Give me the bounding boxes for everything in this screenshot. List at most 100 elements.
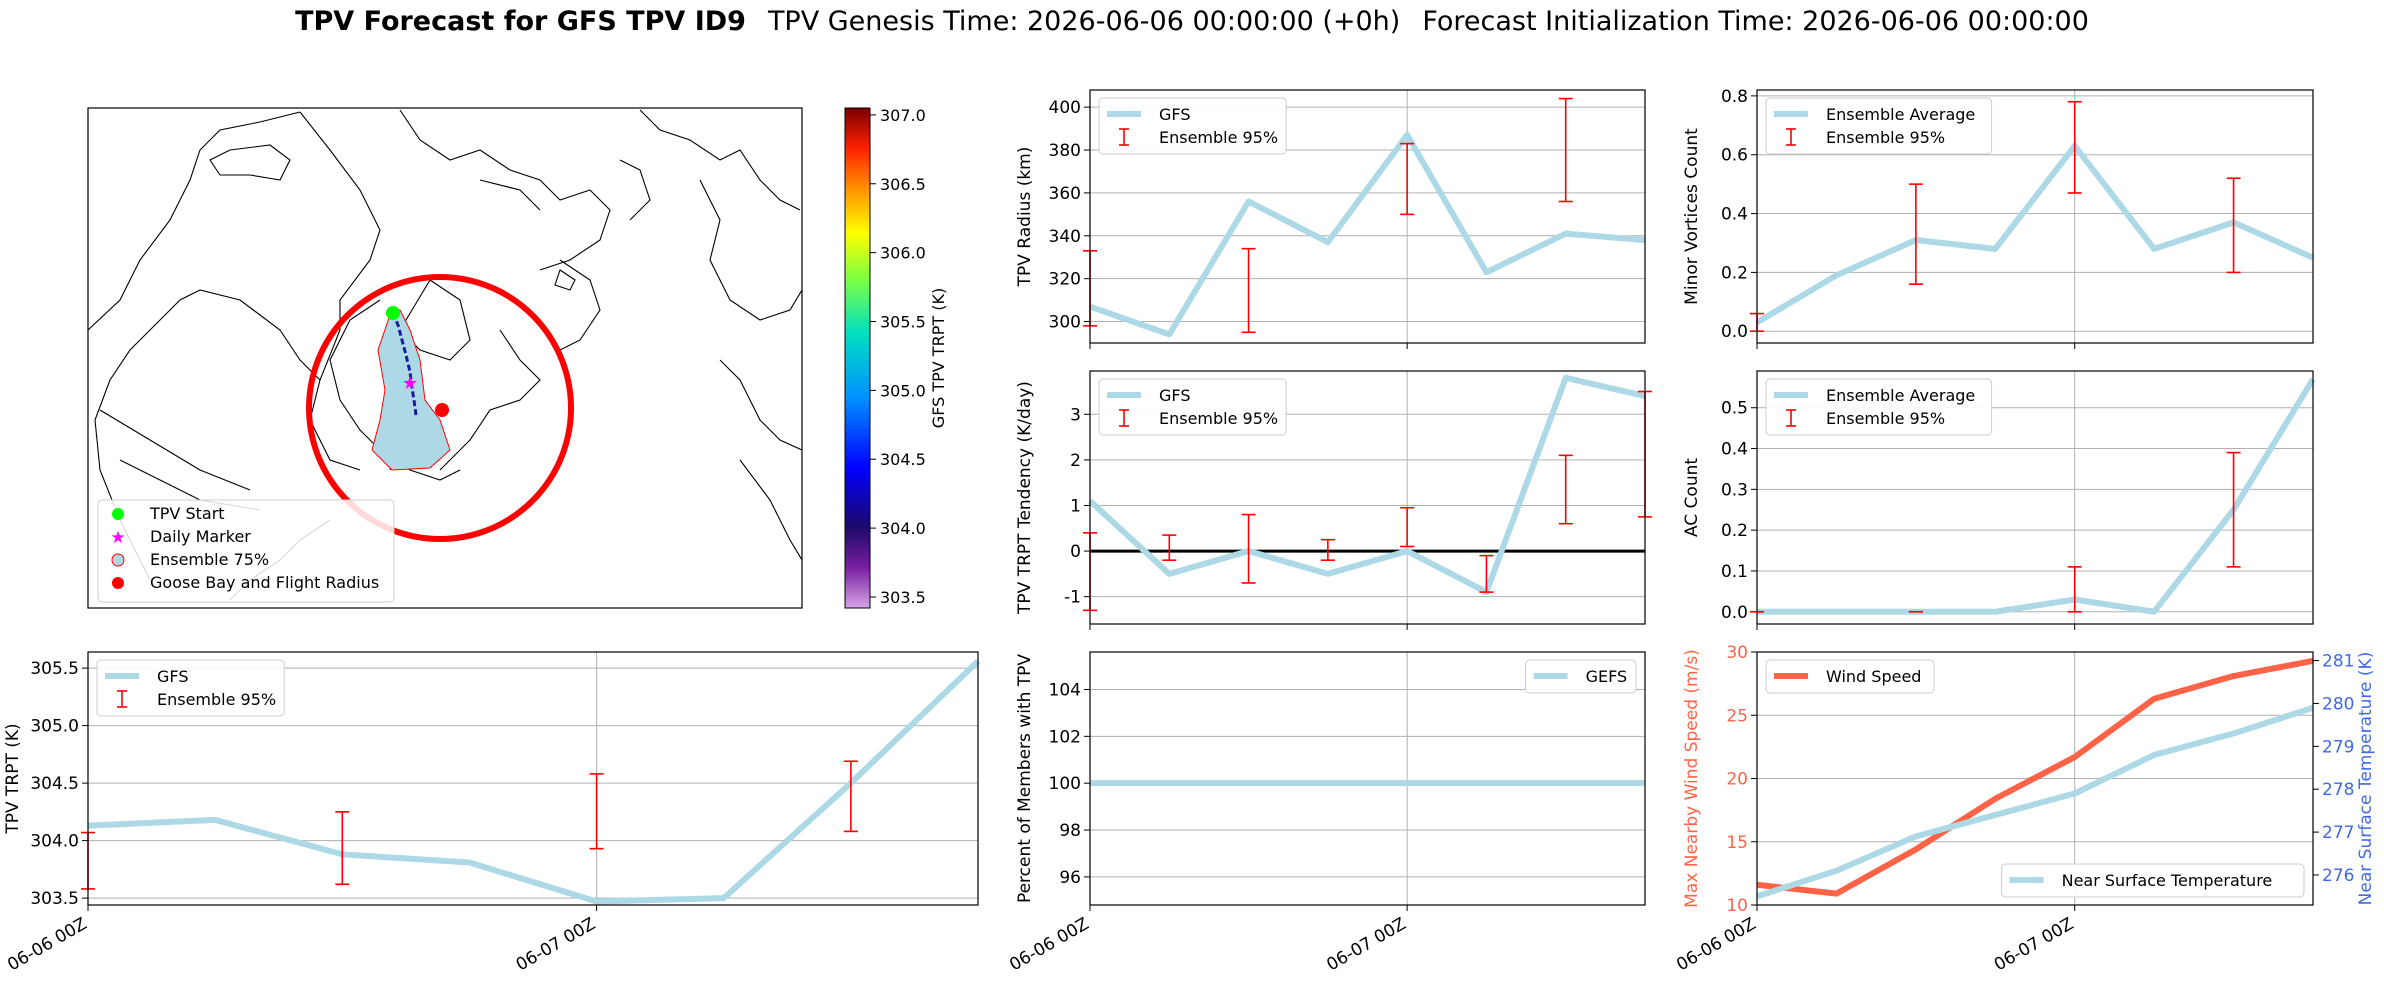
y2-tick-label: 279 [2322, 737, 2354, 757]
legend-label: Ensemble 95% [1826, 409, 1945, 428]
legend: Wind Speed [1765, 659, 1935, 694]
plot-area [1090, 652, 1645, 905]
y2-tick-label: 280 [2322, 694, 2354, 714]
legend-label: Near Surface Temperature [2062, 871, 2273, 890]
y-tick-label: 0.2 [1721, 263, 1748, 283]
x-tick-label: 06-06 00Z [1006, 914, 1092, 975]
chart-minor: 0.0 0.2 0.4 0.6 0.8 Minor Vortices Count Ensem… [1682, 87, 2315, 349]
map-panel: ★ TPV Start ★ Daily Marker Ensemble 75% … [87, 106, 948, 609]
y-tick-label: 0.0 [1721, 603, 1748, 623]
y-tick-label: 0.6 [1721, 146, 1748, 166]
legend-label: Ensemble 95% [157, 690, 276, 709]
legend-ensemble: Ensemble 75% [150, 550, 269, 569]
y-tick-label: 340 [1049, 227, 1081, 247]
goose-bay-marker [435, 403, 449, 417]
y-axis-label: Max Nearby Wind Speed (m/s) [1682, 649, 1702, 908]
title-genesis: TPV Genesis Time: 2026-06-06 00:00:00 (+… [767, 6, 1401, 37]
legend-label: Ensemble 95% [1159, 409, 1278, 428]
x-tick-label: 06-07 00Z [1991, 914, 2077, 975]
legend-label: Ensemble 95% [1826, 128, 1945, 147]
plot-frame [1089, 89, 1646, 344]
y2-tick-label: 276 [2322, 866, 2354, 886]
legend-star-icon: ★ [110, 528, 125, 548]
legend-label: GFS [157, 667, 188, 686]
y-tick-label: 0.3 [1721, 480, 1748, 500]
y-axis-label: Minor Vortices Count [1682, 128, 1702, 305]
title-init: Forecast Initialization Time: 2026-06-06… [1422, 6, 2089, 37]
y-axis-label: TPV TRPT (K) [3, 723, 23, 834]
legend: Near Surface Temperature [2001, 863, 2305, 898]
plot-frame [87, 651, 979, 906]
y-tick-label: 0.4 [1721, 205, 1748, 225]
y2-tick-label: 278 [2322, 780, 2354, 800]
y-axis-label: TPV TRPT Tendency (K/day) [1015, 381, 1035, 615]
y-tick-label: 0.0 [1721, 322, 1748, 342]
chart-tendency: -1 0 1 2 3 TPV TRPT Tendency (K/day) GFS Ensemb… [1015, 370, 1652, 630]
legend-label: Ensemble Average [1826, 105, 1975, 124]
legend-frame [96, 659, 285, 717]
figure-title: TPV Forecast for GFS TPV ID9 TPV Genesis … [0, 6, 2384, 37]
y-tick-label: 300 [1049, 313, 1081, 333]
legend-goosebay: Goose Bay and Flight Radius [150, 573, 379, 592]
chart-wind: 10 15 20 25 30 06-06 00Z 06-07 00Z Max Nearby W… [1673, 643, 2376, 975]
y-tick-label: 400 [1049, 98, 1081, 118]
coastlines [88, 109, 802, 601]
series-line-0 [1755, 142, 2315, 325]
legend-daily: Daily Marker [150, 527, 251, 546]
legend-frame [1098, 378, 1287, 436]
y-tick-label: 25 [1726, 706, 1748, 726]
y-tick-label: 100 [1049, 774, 1081, 794]
legend-start-icon [112, 508, 124, 520]
y-tick-label: 305.5 [30, 659, 79, 679]
y-tick-label: 0.2 [1721, 521, 1748, 541]
y2-tick-label: 277 [2322, 823, 2354, 843]
legend: Ensemble Average Ensemble 95% [1765, 97, 1993, 155]
y-tick-label: 305.0 [30, 717, 79, 737]
legend-label: Ensemble Average [1826, 386, 1975, 405]
ensemble-75-region [371, 309, 451, 471]
chart-percent: 96 98 100 102 104 06-06 00Z 06-07 00Z Percent o… [1006, 651, 1646, 975]
series-line-0 [1756, 657, 2314, 897]
y-tick-label: 10 [1726, 896, 1748, 916]
y-tick-label: 0.1 [1721, 562, 1748, 582]
y-tick-label: 304.5 [30, 774, 79, 794]
x-tick-label: 06-06 00Z [4, 914, 90, 975]
plot-frame [1756, 89, 2314, 344]
series-line-1 [1756, 704, 2314, 900]
y2-axis-label: Near Surface Temperature (K) [2356, 652, 2376, 906]
legend-start: TPV Start [149, 504, 225, 523]
y-tick-label: 0.5 [1721, 399, 1748, 419]
map-legend: TPV Start ★ Daily Marker Ensemble 75% Go… [97, 499, 395, 603]
y-tick-label: 380 [1049, 141, 1081, 161]
legend: GFS Ensemble 95% [1098, 378, 1287, 436]
y-tick-label: 20 [1726, 770, 1748, 790]
plot-frame [1089, 370, 1646, 625]
y-tick-label: 2 [1070, 451, 1081, 471]
plot-frame [1089, 651, 1646, 906]
colorbar-tick-label: 307.0 [880, 106, 926, 125]
legend-label: GEFS [1586, 667, 1628, 686]
colorbar-tick-label: 306.0 [880, 244, 926, 263]
y-tick-label: 98 [1059, 821, 1081, 841]
legend-label: Wind Speed [1826, 667, 1921, 686]
x-tick-label: 06-06 00Z [1673, 914, 1759, 975]
colorbar-ticks: 307.0 306.5 306.0 305.5 305.0 304.5 304.0 303.5 [870, 106, 926, 607]
y-tick-label: 3 [1070, 405, 1081, 425]
title-main: TPV Forecast for GFS TPV ID9 [295, 6, 746, 37]
colorbar [844, 107, 871, 609]
y-tick-label: 0.4 [1721, 440, 1748, 460]
plot-frame [1756, 370, 2314, 625]
legend: GEFS [1525, 659, 1637, 694]
chart-ac: 0.0 0.1 0.2 0.3 0.4 0.5 AC Count Ensemble Avera… [1682, 370, 2316, 630]
y-tick-label: 0.8 [1721, 87, 1748, 107]
legend: GFS Ensemble 95% [1098, 97, 1287, 155]
y-tick-label: -1 [1064, 588, 1081, 608]
legend-frame [1765, 378, 1993, 436]
y-tick-label: 304.0 [30, 832, 79, 852]
chart-radius: 300 320 340 360 380 400 TPV Radius (km) GFS Ense… [1015, 89, 1646, 349]
x-tick-label: 06-07 00Z [513, 914, 599, 975]
daily-marker-star: ★ [402, 373, 418, 394]
plot-frame [1756, 651, 2314, 906]
colorbar-tick-label: 305.0 [880, 381, 926, 400]
